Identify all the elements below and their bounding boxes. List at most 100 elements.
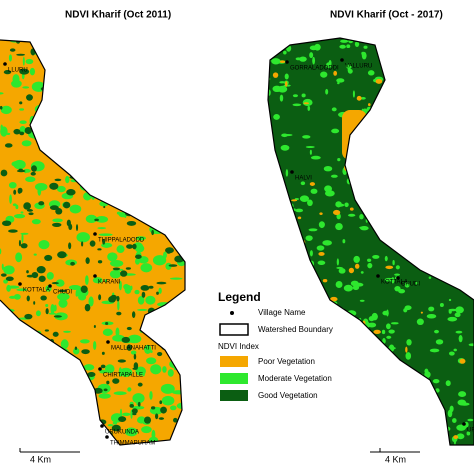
vegetation-patch <box>19 68 30 75</box>
vegetation-patch <box>9 194 12 204</box>
vegetation-patch <box>459 358 466 364</box>
vegetation-patch <box>51 281 59 285</box>
vegetation-patch <box>94 139 101 148</box>
vegetation-patch <box>82 148 87 155</box>
vegetation-patch <box>308 414 318 420</box>
vegetation-patch <box>307 409 316 413</box>
vegetation-patch <box>149 390 153 400</box>
vegetation-patch <box>268 438 273 445</box>
vegetation-patch <box>79 101 87 105</box>
vegetation-patch <box>426 245 431 252</box>
vegetation-patch <box>279 81 286 84</box>
vegetation-patch <box>170 405 177 411</box>
vegetation-patch <box>432 395 438 404</box>
vegetation-patch <box>335 203 345 207</box>
vegetation-patch <box>333 415 342 421</box>
vegetation-patch <box>361 51 366 56</box>
vegetation-patch <box>84 435 92 443</box>
vegetation-patch <box>151 406 156 410</box>
vegetation-patch <box>115 152 129 156</box>
vegetation-patch <box>460 54 468 58</box>
vegetation-patch <box>44 329 49 332</box>
vegetation-patch <box>76 111 87 116</box>
vegetation-patch <box>59 122 70 125</box>
vegetation-patch <box>346 165 356 168</box>
vegetation-patch <box>83 364 95 371</box>
vegetation-patch <box>392 260 395 266</box>
vegetation-patch <box>74 156 89 163</box>
vegetation-patch <box>37 112 40 117</box>
vegetation-patch <box>259 161 266 164</box>
vegetation-patch <box>277 198 285 207</box>
vegetation-patch <box>8 54 13 62</box>
vegetation-patch <box>344 341 352 348</box>
vegetation-patch <box>169 40 183 49</box>
vegetation-patch <box>460 66 470 70</box>
vegetation-patch <box>422 126 431 133</box>
vegetation-patch <box>44 363 54 367</box>
right-title: NDVI Kharif (Oct - 2017) <box>330 10 443 21</box>
vegetation-patch <box>344 202 349 208</box>
vegetation-patch <box>395 109 406 112</box>
vegetation-patch <box>268 150 273 155</box>
vegetation-patch <box>262 44 268 47</box>
vegetation-patch <box>128 335 139 339</box>
vegetation-patch <box>342 239 346 244</box>
vegetation-patch <box>24 313 33 320</box>
vegetation-patch <box>68 116 77 125</box>
vegetation-patch <box>181 213 185 218</box>
vegetation-patch <box>64 397 71 400</box>
vegetation-patch <box>454 189 458 193</box>
vegetation-patch <box>437 231 441 237</box>
vegetation-patch <box>68 285 82 291</box>
vegetation-patch <box>129 145 134 152</box>
vegetation-patch <box>349 324 355 329</box>
vegetation-patch <box>420 158 428 162</box>
vegetation-patch <box>152 90 159 97</box>
vegetation-patch <box>13 330 26 336</box>
vegetation-patch <box>281 434 288 439</box>
vegetation-patch <box>65 164 68 172</box>
vegetation-patch <box>394 273 401 276</box>
vegetation-patch <box>52 222 62 228</box>
vegetation-patch <box>159 400 163 405</box>
vegetation-patch <box>305 235 313 241</box>
vegetation-patch <box>82 68 92 75</box>
vegetation-patch <box>66 189 76 196</box>
vegetation-patch <box>470 231 474 238</box>
vegetation-patch <box>426 233 435 240</box>
vegetation-patch <box>184 229 185 237</box>
vegetation-patch <box>365 388 373 397</box>
vegetation-patch <box>462 65 472 71</box>
vegetation-patch <box>40 86 50 91</box>
vegetation-patch <box>467 418 474 422</box>
vegetation-patch <box>125 267 131 270</box>
legend-label: Village Name <box>258 308 306 317</box>
scale-label: 4 Km <box>30 454 51 464</box>
vegetation-patch <box>349 207 354 211</box>
vegetation-patch <box>287 237 295 245</box>
vegetation-patch <box>388 39 399 43</box>
vegetation-patch <box>415 255 423 260</box>
vegetation-patch <box>118 280 122 291</box>
vegetation-patch <box>75 224 79 232</box>
vegetation-patch <box>103 205 106 209</box>
vegetation-patch <box>33 369 47 379</box>
vegetation-patch <box>166 397 173 404</box>
vegetation-patch <box>332 430 340 434</box>
vegetation-patch <box>97 260 103 264</box>
village-label: LLURU <box>8 68 28 74</box>
vegetation-patch <box>301 266 304 271</box>
vegetation-patch <box>350 379 357 386</box>
vegetation-patch <box>398 159 403 162</box>
vegetation-patch <box>98 233 113 236</box>
vegetation-patch <box>280 228 284 234</box>
vegetation-patch <box>150 364 162 375</box>
vegetation-patch <box>75 108 80 112</box>
vegetation-patch <box>0 333 10 337</box>
vegetation-patch <box>58 299 68 308</box>
vegetation-patch <box>299 289 309 294</box>
vegetation-patch <box>382 223 389 228</box>
vegetation-patch <box>299 56 307 62</box>
vegetation-patch <box>331 128 340 134</box>
